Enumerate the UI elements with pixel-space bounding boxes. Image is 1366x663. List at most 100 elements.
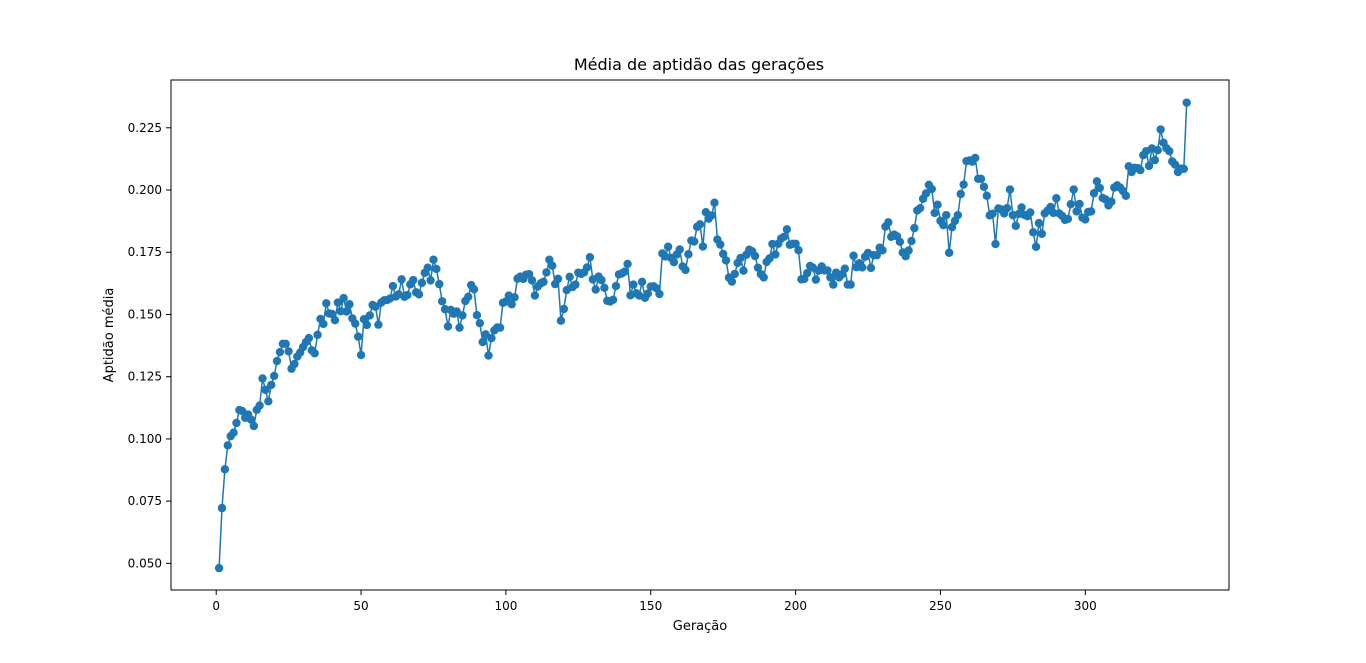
data-point — [1179, 164, 1189, 174]
chart-title: Média de aptidão das gerações — [574, 55, 824, 74]
plot-background — [171, 80, 1229, 590]
data-point — [771, 250, 780, 259]
data-point — [655, 289, 664, 299]
data-point — [356, 350, 366, 360]
data-point — [1037, 229, 1047, 239]
data-point — [944, 248, 954, 257]
data-point — [275, 347, 285, 357]
data-point — [982, 191, 992, 200]
data-point — [507, 300, 516, 309]
data-point — [759, 273, 768, 282]
data-point — [710, 198, 719, 207]
data-point — [872, 251, 881, 260]
data-point — [417, 278, 427, 288]
data-point — [684, 250, 693, 259]
data-point — [524, 269, 534, 279]
data-point — [229, 428, 238, 437]
data-point — [458, 311, 467, 320]
data-point — [559, 304, 569, 314]
data-point — [1095, 183, 1104, 193]
data-point — [261, 385, 270, 395]
data-point — [339, 293, 348, 303]
data-point — [310, 349, 319, 358]
data-point — [1144, 161, 1154, 171]
data-point — [707, 211, 716, 220]
data-point — [423, 263, 432, 272]
data-point — [1153, 145, 1162, 155]
data-point — [681, 265, 690, 275]
data-point — [623, 259, 632, 269]
x-tick-label: 150 — [639, 599, 662, 613]
data-point — [698, 242, 708, 251]
data-point — [571, 280, 580, 289]
data-point — [611, 281, 621, 291]
data-point — [718, 249, 728, 259]
data-point — [1136, 165, 1145, 175]
data-point — [1031, 242, 1041, 251]
data-point — [942, 210, 951, 220]
data-point — [858, 263, 867, 272]
data-point — [750, 251, 760, 261]
data-point — [432, 264, 441, 274]
data-point — [600, 283, 609, 293]
data-point — [939, 220, 948, 230]
data-point — [365, 311, 374, 320]
data-point — [267, 380, 276, 390]
data-point — [1086, 207, 1096, 216]
data-point — [637, 277, 647, 287]
data-point — [976, 174, 986, 184]
data-point — [495, 323, 505, 332]
y-tick-label: 0.125 — [128, 370, 162, 384]
data-point — [249, 421, 259, 431]
data-point — [1072, 207, 1081, 216]
data-point — [284, 347, 293, 356]
y-tick-label: 0.100 — [128, 432, 162, 446]
y-tick-label: 0.175 — [128, 245, 162, 259]
data-point — [895, 237, 905, 246]
data-point — [1150, 155, 1160, 165]
x-tick-label: 100 — [494, 599, 517, 613]
data-point — [910, 223, 919, 233]
data-point — [959, 180, 968, 189]
data-point — [217, 503, 227, 513]
data-point — [930, 208, 939, 218]
data-point — [1092, 177, 1102, 186]
data-point — [675, 245, 684, 254]
data-point — [915, 203, 925, 213]
data-point — [1107, 197, 1116, 206]
data-point — [1121, 191, 1131, 200]
data-point — [811, 275, 821, 284]
x-tick-label: 0 — [212, 599, 220, 613]
data-point — [255, 401, 264, 410]
data-point — [730, 269, 739, 279]
data-point — [313, 330, 322, 340]
data-point — [426, 276, 435, 285]
data-point — [437, 297, 447, 306]
data-point — [527, 276, 537, 285]
data-point — [933, 200, 942, 209]
data-point — [510, 293, 519, 302]
y-tick-label: 0.200 — [128, 183, 162, 197]
data-point — [408, 275, 418, 285]
data-point — [223, 441, 232, 450]
data-point — [548, 261, 557, 270]
data-point — [464, 292, 473, 301]
x-tick-label: 300 — [1074, 599, 1097, 613]
data-point — [927, 184, 936, 194]
data-point — [753, 263, 763, 272]
x-axis: 0 50 100 150 200 250 300 — [212, 590, 1097, 613]
data-point — [1011, 221, 1020, 231]
data-point — [374, 320, 383, 329]
data-point — [739, 266, 748, 275]
data-point — [782, 225, 792, 234]
data-point — [988, 209, 997, 218]
y-axis: 0.050 0.075 0.100 0.125 0.150 0.175 0.200 0.225 — [128, 121, 171, 570]
data-point — [429, 255, 438, 264]
data-point — [487, 333, 496, 343]
data-point — [1052, 194, 1061, 203]
data-point — [542, 268, 551, 277]
data-point — [478, 337, 487, 347]
data-point — [484, 351, 493, 360]
data-point — [1034, 218, 1044, 228]
